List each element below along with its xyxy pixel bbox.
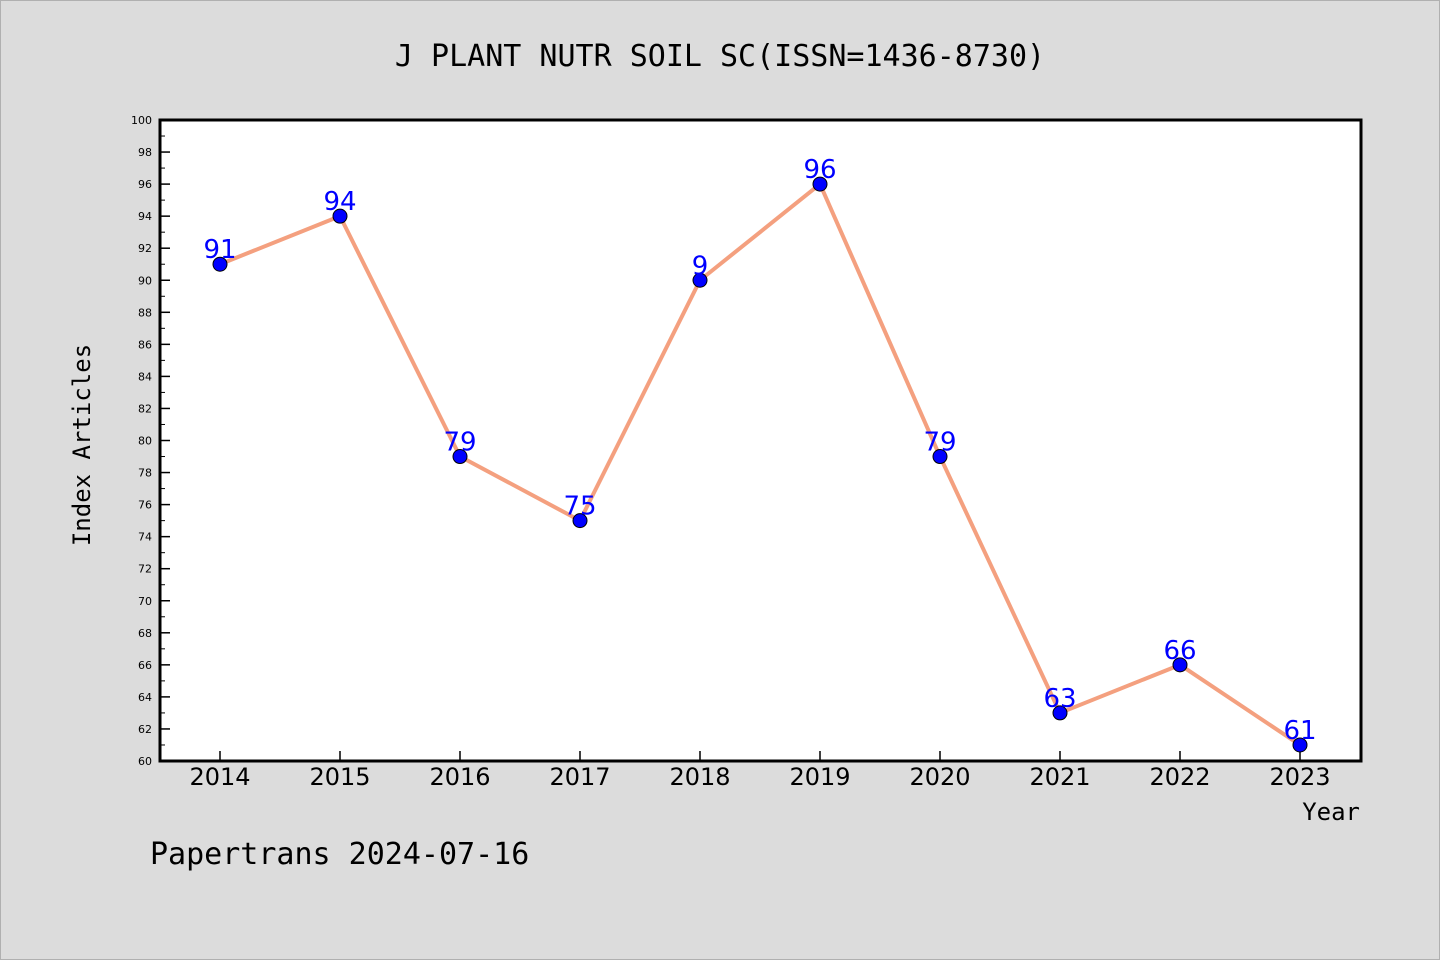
y-tick-label: 92 [138, 242, 152, 255]
chart-title: J PLANT NUTR SOIL SC(ISSN=1436-8730) [395, 39, 1045, 74]
data-label: 79 [443, 428, 476, 458]
data-label: 91 [203, 235, 236, 265]
x-tick-label: 2021 [1029, 763, 1090, 791]
data-point [1052, 705, 1068, 721]
data-point [932, 449, 948, 465]
data-point [812, 176, 828, 192]
y-tick-label: 64 [138, 691, 152, 704]
x-tick-label: 2020 [909, 763, 970, 791]
data-label: 79 [923, 428, 956, 458]
data-point [452, 449, 468, 465]
x-tick-label: 2015 [309, 763, 370, 791]
y-tick-label: 74 [138, 531, 152, 544]
y-tick-label: 100 [131, 114, 152, 127]
data-label: 94 [323, 187, 356, 217]
data-point [1172, 657, 1188, 673]
x-axis: 2014 2015 2016 2017 2018 2019 2020 2021 2022 2023 [189, 751, 1331, 791]
x-tick-label: 2022 [1149, 763, 1210, 791]
y-tick-label: 86 [138, 338, 152, 351]
data-point [572, 513, 588, 529]
watermark: Papertrans 2024-07-16 [150, 837, 529, 872]
data-label: 9 [692, 251, 709, 281]
y-tick-label: 68 [138, 627, 152, 640]
y-tick-label: 90 [138, 274, 152, 287]
data-point [1292, 737, 1308, 753]
y-tick-label: 76 [138, 499, 152, 512]
data-markers [212, 176, 1308, 753]
y-axis-label: Index Articles [68, 344, 96, 546]
y-tick-label: 84 [138, 370, 152, 383]
data-label: 61 [1283, 716, 1316, 746]
series-line [219, 182, 1302, 747]
y-tick-label: 66 [138, 659, 152, 672]
data-point [692, 272, 708, 288]
x-tick-label: 2019 [789, 763, 850, 791]
y-tick-label: 60 [138, 755, 152, 768]
data-label: 63 [1043, 684, 1076, 714]
plot-area [158, 118, 1363, 763]
data-label: 96 [803, 155, 836, 185]
y-tick-label: 78 [138, 467, 152, 480]
data-label: 75 [563, 492, 596, 522]
data-point [212, 256, 228, 272]
y-tick-label: 80 [138, 435, 152, 448]
x-axis-label: Year [1302, 798, 1360, 826]
y-tick-label: 94 [138, 210, 152, 223]
x-tick-label: 2017 [549, 763, 610, 791]
y-axis: 60 62 64 66 68 70 72 74 76 78 80 82 84 86 88 90 92 94 96 98… [131, 114, 170, 768]
x-tick-label: 2018 [669, 763, 730, 791]
y-tick-label: 62 [138, 723, 152, 736]
data-labels: 91 94 79 75 9 96 79 63 66 61 [203, 155, 1316, 746]
y-tick-label: 96 [138, 178, 152, 191]
y-tick-label: 82 [138, 402, 152, 415]
y-tick-label: 98 [138, 146, 152, 159]
data-point [332, 208, 348, 224]
x-tick-label: 2023 [1269, 763, 1330, 791]
x-tick-label: 2016 [429, 763, 490, 791]
data-label: 66 [1163, 636, 1196, 666]
x-tick-label: 2014 [189, 763, 250, 791]
y-tick-label: 88 [138, 306, 152, 319]
y-tick-label: 72 [138, 563, 152, 576]
y-tick-label: 70 [138, 595, 152, 608]
